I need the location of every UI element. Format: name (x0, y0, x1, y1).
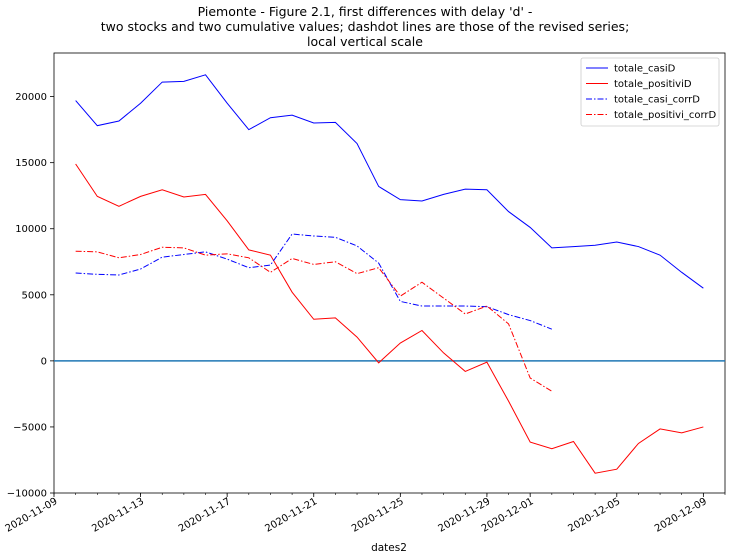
x-axis: 2020-11-09 2020-11-13 2020-11-17 2020-11-21… (4, 493, 726, 535)
x-tick-label: 2020-11-09 (4, 496, 60, 535)
x-tick-label: 2020-11-17 (177, 496, 233, 535)
x-tick-label: 2020-11-25 (350, 496, 406, 535)
y-tick-label: 10000 (15, 224, 47, 235)
series-line-totale-positivid (75, 163, 704, 474)
legend-box (580, 57, 720, 127)
y-axis: −10000 −5000 0 5000 10000 15000 20000 (7, 92, 54, 500)
y-tick-label: 20000 (15, 92, 47, 103)
legend-label: totale_positiviD (614, 79, 692, 90)
chart-title-line: two stocks and two cumulative values; da… (101, 19, 630, 34)
legend: totale_casiD totale_positiviD totale_casi_… (580, 57, 720, 127)
series-line-totale-casid (75, 74, 704, 289)
series-lines (75, 74, 704, 474)
legend-label: totale_casiD (614, 64, 676, 75)
y-tick-label: 0 (41, 356, 47, 367)
x-tick-label: 2020-12-09 (653, 496, 709, 535)
y-tick-label: 5000 (22, 290, 47, 301)
x-tick-label: 2020-11-13 (90, 496, 146, 535)
x-tick-label: 2020-12-05 (566, 496, 622, 535)
chart-title-line: local vertical scale (307, 34, 423, 49)
x-axis-label: dates2 (371, 542, 407, 554)
plot-area (53, 52, 726, 494)
y-tick-label: 15000 (15, 158, 47, 169)
chart-title: Piemonte - Figure 2.1, first differences… (101, 4, 630, 49)
chart-title-line: Piemonte - Figure 2.1, first differences… (198, 4, 533, 19)
y-tick-label: −10000 (7, 489, 47, 500)
series-line-totale-casi-corrd (75, 233, 553, 330)
y-tick-label: −5000 (13, 422, 47, 433)
legend-label: totale_casi_corrD (614, 95, 700, 106)
x-tick-label: 2020-11-21 (263, 496, 319, 535)
legend-label: totale_positivi_corrD (614, 110, 717, 121)
series-line-totale-positivi-corrd (75, 246, 553, 392)
